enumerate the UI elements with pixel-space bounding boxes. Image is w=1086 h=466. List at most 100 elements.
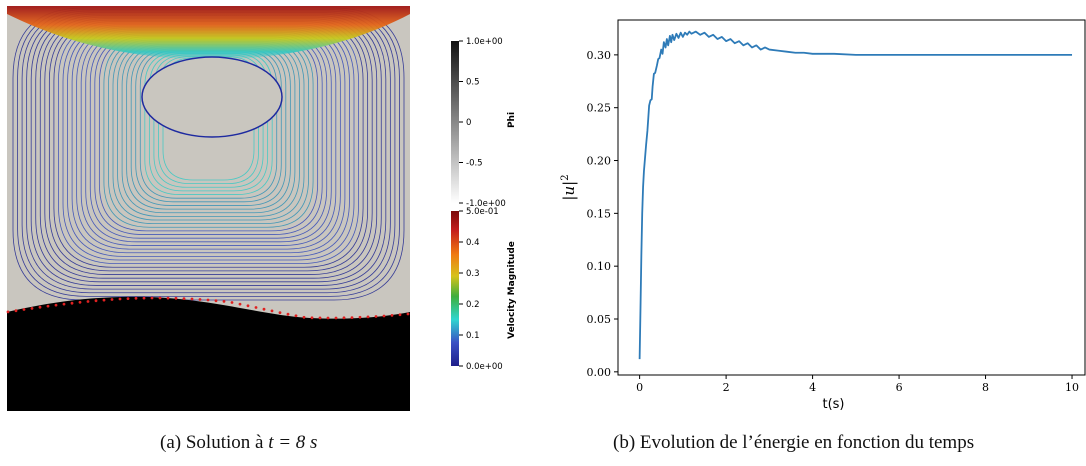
surface-marker [166,296,170,300]
y-tick-label: 0.20 [587,155,612,168]
streamline [112,40,305,221]
surface-marker [30,307,34,310]
phi-colorbar-title: Phi [507,112,517,128]
streamline [71,27,346,254]
surface-marker [214,299,218,303]
streamline [58,22,359,265]
surface-marker [94,299,98,303]
surface-marker [78,300,82,304]
x-tick-label: 0 [636,381,643,394]
surface-marker [390,314,394,317]
y-tick-label: 0.25 [587,102,612,115]
x-axis-label: t(s) [822,397,844,412]
streamline [148,53,269,192]
surface-marker [230,301,234,304]
surface-marker [406,312,410,316]
velocity-colorbar-tick-label: 0.0e+00 [466,362,503,372]
streamline [80,30,337,246]
streamline [76,28,341,250]
x-tick-label: 4 [809,381,816,394]
surface-marker [6,310,10,314]
streamline [121,43,296,214]
streamline [17,9,400,297]
velocity-colorbar-tick-label: 0.1 [466,331,480,341]
velocity-colorbar-tick-label: 0.3 [466,269,480,279]
surface-marker [182,297,186,300]
surface-marker [358,315,362,319]
streamline [89,33,328,239]
velocity-streamlines [12,7,405,301]
surface-marker [158,296,162,300]
streamline [117,42,300,217]
y-tick-label: 0.30 [587,49,612,62]
streamline [53,21,364,268]
caption-b-text: Evolution de l’énergie en fonction du te… [639,432,975,453]
surface-marker [174,296,178,300]
y-tick-label: 0.10 [587,260,612,273]
surface-marker [86,300,90,303]
caption-a-math: t = 8 s [268,432,318,453]
surface-marker [70,301,74,305]
surface-marker [398,313,402,317]
velocity-colorbar-title: Velocity Magnitude [507,241,517,339]
streamline [21,10,396,294]
streamline [12,7,405,301]
streamline [35,15,382,283]
streamline [103,37,314,228]
surface-marker [334,316,338,320]
phi-colorbar-tick-label: 1.0e+00 [466,37,503,47]
surface-marker [150,296,154,300]
caption-b-label: (b) [613,432,636,453]
phi-colorbar-gradient [451,41,459,203]
surface-marker [46,304,50,308]
surface-marker [222,300,226,303]
simulation-figure: 1.0e+00 0.5 0 -0.5 -1.0e+00 Phi 5.0e-01 0.4 0.… [6,6,517,411]
streamline [67,25,350,257]
streamline [130,46,287,206]
caption-a-label: (a) [160,432,182,453]
energy-series-line [638,30,1073,360]
velocity-colorbar: 5.0e-01 0.4 0.3 0.2 0.1 0.0e+00 Velocity Magn… [451,207,517,372]
surface-marker [342,316,346,320]
surface-marker [54,303,58,307]
x-tick-label: 2 [723,381,730,394]
streamline [62,24,355,261]
x-tick-label: 10 [1065,381,1079,394]
surface-marker [326,316,330,320]
phi-colorbar-tick-label: 0 [466,118,471,128]
x-tick-label: 6 [896,381,903,394]
caption-a: (a) Solution à t = 8 s [160,432,317,454]
phi-colorbar-tick-label: 0.5 [466,78,480,88]
surface-marker [286,312,290,316]
y-axis-label: |u|2 [560,174,578,200]
surface-marker [190,297,194,301]
y-tick-label: 0.00 [587,366,612,379]
surface-marker [142,296,146,300]
y-tick-label: 0.15 [587,207,612,220]
caption-b: (b) Evolution de l’énergie en fonction d… [613,432,974,454]
streamline [30,13,387,286]
streamline [135,48,282,203]
simulation-domain [6,6,410,411]
streamline [144,51,273,195]
velocity-colorbar-tick-label: 0.4 [466,238,480,248]
surface-marker [62,302,66,306]
streamline [44,18,373,275]
surface-marker [238,302,242,306]
free-surface-markers [6,296,410,320]
caption-a-text: Solution à [185,432,264,453]
surface-marker [110,298,114,301]
streamline [126,45,291,210]
surface-marker [134,296,138,300]
surface-marker [254,306,258,309]
top-jet [7,6,410,60]
surface-marker [366,315,370,319]
surface-marker [350,316,354,319]
surface-marker [102,298,106,302]
surface-marker [206,298,210,302]
streamline [108,39,309,225]
phi-colorbar-tick-label: -0.5 [466,159,483,169]
plot-frame [617,19,1086,376]
surface-marker [262,307,266,311]
liquid-region [7,296,410,411]
